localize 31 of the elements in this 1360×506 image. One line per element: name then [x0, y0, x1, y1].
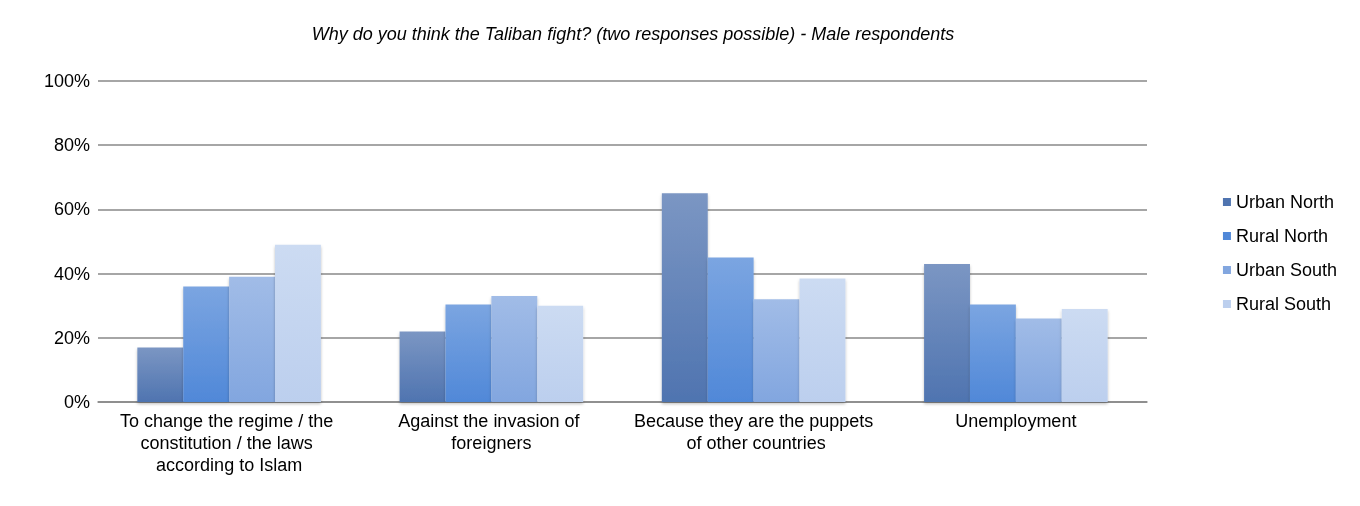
bar: [661, 193, 708, 402]
bar: [1061, 308, 1108, 402]
bar: [799, 278, 846, 402]
bar: [183, 286, 230, 402]
y-tick-label: 20%: [53, 327, 90, 348]
bar: [491, 296, 538, 402]
y-tick-label: 100%: [43, 71, 90, 91]
legend-label: Rural North: [1235, 226, 1328, 246]
x-tick-label: Unemployment: [955, 411, 1077, 431]
bar: [924, 263, 970, 402]
legend-label: Rural South: [1235, 294, 1331, 314]
legend-label: Urban South: [1235, 260, 1338, 280]
bar: [537, 305, 584, 402]
y-tick-label: 40%: [53, 263, 90, 284]
bar: [229, 276, 276, 402]
x-tick-label: To change the regime / the constitution / the laws according to Islam: [120, 411, 339, 475]
y-tick-label: 60%: [53, 199, 90, 220]
bar: [399, 331, 446, 402]
legend-label: Urban North: [1235, 192, 1334, 212]
bar: [445, 304, 492, 402]
bar: [969, 304, 1016, 402]
x-tick-label: Because they are the puppets of other countries: [634, 411, 874, 453]
bar: [707, 257, 754, 402]
bar: [275, 244, 321, 402]
bar: [753, 299, 800, 402]
x-tick-label: Against the invasion of foreigners: [398, 411, 585, 453]
chart-title: Why do you think the Taliban fight? (two responses possible) - Male respondents: [311, 24, 955, 44]
y-tick-label: 0%: [63, 392, 90, 412]
bar: [137, 347, 184, 402]
y-tick-label: 80%: [53, 135, 90, 156]
bar: [1015, 318, 1062, 402]
